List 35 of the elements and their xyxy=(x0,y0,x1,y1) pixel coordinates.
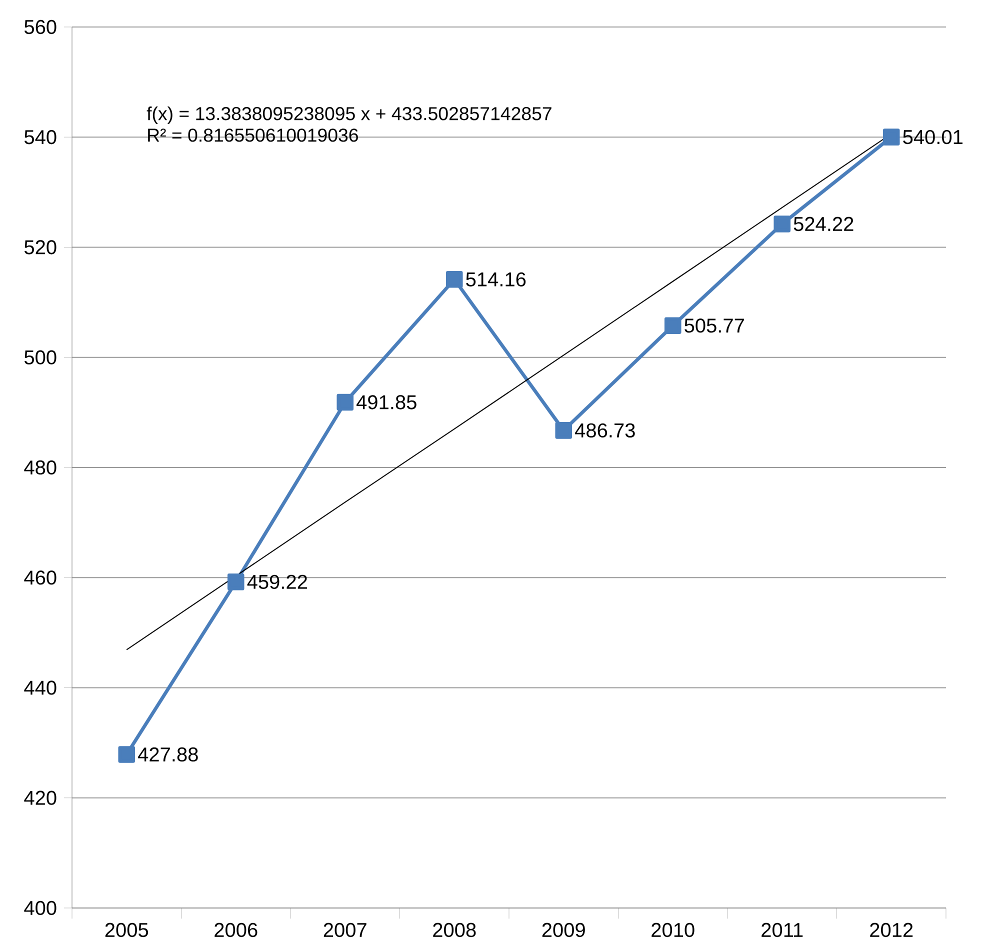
x-tick-label: 2009 xyxy=(542,922,585,938)
y-tick-label: 540 xyxy=(24,130,56,144)
data-label: 459.22 xyxy=(247,574,307,589)
point xyxy=(664,317,682,334)
annotation: f(x) = 13.3838095238095 x + 433.502857142857 xyxy=(146,106,552,124)
point xyxy=(446,270,463,288)
point xyxy=(227,574,244,590)
data-label: 524.22 xyxy=(794,216,854,232)
data-label: 514.16 xyxy=(466,272,526,286)
x-tick-label: 2011 xyxy=(762,922,803,938)
point xyxy=(882,128,900,146)
y-tick-label: 440 xyxy=(24,680,56,695)
y-tick-label: 500 xyxy=(24,350,56,364)
x-tick-label: 2012 xyxy=(870,922,913,938)
point xyxy=(774,216,791,232)
y-tick-label: 460 xyxy=(24,570,56,585)
y-tick-label: 560 xyxy=(24,20,56,34)
data-label: 486.73 xyxy=(575,423,635,438)
y-tick-label: 400 xyxy=(24,900,56,916)
x-tick-label: 2008 xyxy=(433,922,476,938)
data-label: 505.77 xyxy=(684,318,744,333)
x-tick-label: 2010 xyxy=(652,922,694,938)
data-label: 427.88 xyxy=(138,747,198,762)
point xyxy=(118,746,136,763)
annotation: R² = 0.816550610019036 xyxy=(148,128,358,142)
y-tick-label: 480 xyxy=(24,460,56,475)
point xyxy=(555,422,572,439)
x-tick-label: 2007 xyxy=(324,922,366,938)
y-tick-label: 520 xyxy=(24,240,56,254)
x-tick-label: 2006 xyxy=(214,922,258,938)
x-tick-label: 2005 xyxy=(105,922,148,938)
point xyxy=(336,394,354,411)
y-tick-label: 420 xyxy=(24,790,56,805)
data-label: 540.01 xyxy=(903,130,962,144)
data-label: 491.85 xyxy=(356,395,416,410)
